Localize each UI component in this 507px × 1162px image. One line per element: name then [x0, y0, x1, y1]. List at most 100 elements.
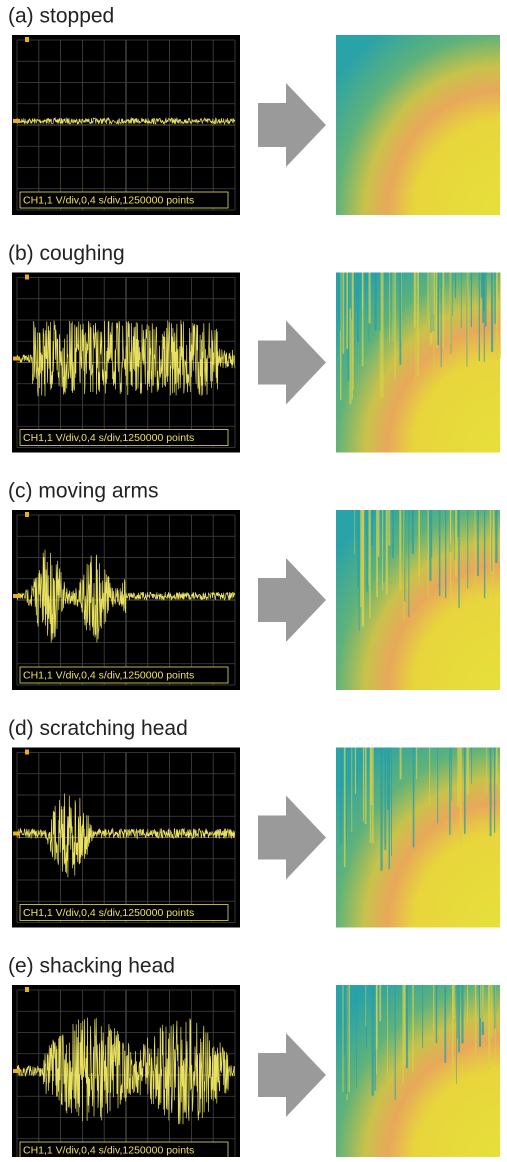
heatmap-stripe [356, 985, 357, 1088]
heatmap [336, 35, 500, 215]
arrow [258, 83, 326, 167]
caption-box [19, 904, 229, 921]
heatmap-stripe [361, 272, 364, 367]
heatmap-stripe [351, 272, 353, 400]
heatmap-stripe [449, 510, 452, 599]
heatmap-stripe [405, 985, 408, 1069]
heatmap-stripe [489, 747, 492, 837]
heatmap-stripe [357, 510, 360, 588]
heatmap-stripe [387, 985, 388, 1077]
heatmap-stripe [340, 747, 342, 845]
heatmap-stripe [377, 510, 380, 557]
heatmap [336, 747, 500, 928]
heatmap-stripe [338, 272, 341, 331]
heatmap-stripe [495, 985, 496, 1063]
scope-trace [16, 1017, 236, 1125]
heatmap-stripe [450, 272, 452, 354]
heatmap-stripe [402, 985, 404, 1085]
panel-label: (d) scratching head [8, 717, 188, 740]
heatmap-stripe [427, 510, 429, 596]
heatmap-stripe [474, 985, 477, 1055]
heatmap-stripe [371, 985, 374, 1096]
heatmap-stripe [340, 747, 343, 790]
heatmap-stripe [467, 510, 469, 589]
heatmap-stripe [492, 510, 495, 598]
heatmap-stripe [474, 510, 476, 604]
heatmap-stripe [403, 985, 406, 1065]
heatmap-stripe [480, 985, 481, 1018]
panel: (c) moving arms CH1,1 V/div,0,4 s/div,125… [8, 480, 500, 690]
heatmap-stripe [368, 272, 371, 324]
heatmap-stripe [380, 747, 383, 871]
caption-box [19, 666, 229, 684]
heatmap-stripe [403, 510, 405, 623]
heatmap-stripe [399, 747, 402, 780]
heatmap-stripe [374, 985, 376, 1091]
heatmap-stripe [368, 510, 370, 585]
heatmap-stripe [480, 272, 483, 298]
heatmap-stripe [412, 985, 414, 1072]
heatmap-stripe [500, 272, 501, 359]
scope-caption: CH1,1 V/div,0,4 s/div,1250000 points [23, 432, 194, 444]
heatmap-stripe [376, 985, 378, 1075]
heatmap-stripe [342, 985, 344, 1092]
heatmap-stripe [429, 510, 432, 581]
heatmap-stripe [433, 272, 436, 315]
trigger-marker [13, 119, 20, 123]
heatmap-stripe [466, 747, 469, 796]
heatmap-stripe [430, 272, 433, 343]
trigger-marker [25, 749, 29, 755]
heatmap-stripe [372, 747, 374, 844]
heatmap-stripe [385, 510, 388, 595]
scope-trace [16, 793, 236, 878]
heatmap-stripe [399, 510, 402, 591]
heatmap-stripe [354, 747, 357, 794]
heatmap-stripe [470, 272, 472, 328]
heatmap-stripe [408, 510, 410, 617]
heatmap-stripe [412, 747, 415, 848]
trigger-marker [25, 274, 29, 280]
trigger-marker [25, 987, 29, 992]
heatmap-stripe [433, 272, 435, 367]
heatmap-stripe [456, 985, 458, 1039]
heatmap-stripe [343, 985, 345, 1055]
trigger-marker [13, 831, 20, 836]
heatmap-stripe [387, 747, 390, 810]
panel-label: (e) shacking head [8, 955, 175, 978]
heatmap-stripe [438, 510, 441, 596]
heatmap-stripe [354, 510, 355, 555]
heatmap-stripe [346, 272, 349, 349]
heatmap-stripe [383, 510, 385, 582]
heatmap-stripe [379, 272, 381, 331]
heatmap-stripe [452, 985, 454, 1073]
heatmap-stripe [351, 747, 353, 832]
heatmap-stripe [467, 985, 468, 1022]
scope-trace [16, 116, 236, 126]
heatmap-stripe [454, 272, 456, 299]
panel-label: (b) coughing [8, 242, 125, 265]
heatmap-stripe [451, 747, 453, 801]
heatmap-stripe [403, 510, 406, 602]
heatmap-stripe [399, 272, 402, 365]
heatmap-stripe [364, 747, 367, 824]
heatmap-stripe [429, 747, 431, 806]
heatmap-stripe [347, 272, 350, 381]
heatmap-stripe [491, 985, 493, 1038]
heatmap-stripe [374, 272, 377, 331]
heatmap-stripe [430, 272, 432, 333]
panel: (e) shacking head CH1,1 V/div,0,4 s/div,1… [8, 955, 500, 1162]
heatmap-stripe [388, 510, 391, 546]
heatmap-stripe [483, 272, 485, 362]
heatmap-stripe [343, 747, 346, 867]
arrow [258, 320, 326, 405]
heatmap-stripe [458, 747, 460, 802]
heatmap-stripe [494, 272, 496, 324]
heatmap-stripe [452, 272, 453, 317]
heatmap-stripe [369, 747, 372, 843]
heatmap-stripe [392, 510, 394, 559]
heatmap-stripe [346, 747, 347, 847]
heatmap-stripe [394, 272, 396, 379]
panel: (d) scratching head CH1,1 V/div,0,4 s/div… [8, 717, 500, 928]
arrow [258, 1033, 326, 1117]
heatmap-stripe [431, 510, 433, 558]
